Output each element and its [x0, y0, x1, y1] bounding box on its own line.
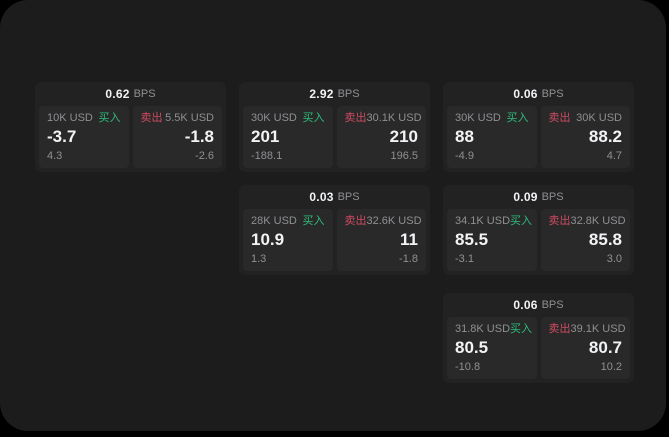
- sell-amount: 39.1K USD: [570, 323, 626, 335]
- sell-price: 85.8: [588, 230, 622, 249]
- quote-card: 2.92 BPS 30K USD 买入 201 -188.1 卖出 30.1K …: [239, 82, 430, 172]
- spread-unit: BPS: [541, 299, 564, 311]
- buy-price: 85.5: [455, 230, 489, 249]
- spread-header: 0.06 BPS: [443, 82, 634, 106]
- buy-quote-pane[interactable]: 30K USD 买入 201 -188.1: [243, 106, 333, 168]
- buy-quote-pane[interactable]: 28K USD 买入 10.9 1.3: [243, 209, 333, 271]
- sell-price: 210: [389, 127, 418, 146]
- buy-amount: 30K USD: [455, 112, 501, 124]
- sell-amount: 32.8K USD: [570, 215, 626, 227]
- sell-quote-pane[interactable]: 卖出 30.1K USD 210 196.5: [336, 106, 426, 168]
- buy-change: 4.3: [47, 150, 63, 162]
- quote-card: 0.62 BPS 10K USD 买入 -3.7 4.3 卖出 5.5K USD…: [35, 82, 226, 172]
- spread-unit: BPS: [541, 88, 564, 100]
- sell-price: 11: [400, 230, 418, 249]
- quote-card: 0.06 BPS 31.8K USD 买入 80.5 -10.8 卖出 39.1…: [443, 293, 634, 383]
- sell-amount: 32.6K USD: [366, 215, 422, 227]
- spread-header: 0.09 BPS: [443, 185, 634, 209]
- spread-unit: BPS: [541, 191, 564, 203]
- spread-header: 2.92 BPS: [239, 82, 430, 106]
- quote-card: 0.03 BPS 28K USD 买入 10.9 1.3 卖出 32.6K US…: [239, 185, 430, 275]
- buy-amount: 10K USD: [47, 112, 93, 124]
- spread-value: 0.06: [513, 87, 538, 101]
- sell-amount: 30K USD: [576, 112, 622, 124]
- sell-change: 196.5: [390, 150, 418, 162]
- spread-unit: BPS: [133, 88, 156, 100]
- buy-amount: 30K USD: [251, 112, 297, 124]
- buy-quote-pane[interactable]: 30K USD 买入 88 -4.9: [447, 106, 537, 168]
- spread-header: 0.62 BPS: [35, 82, 226, 106]
- spread-value: 0.03: [309, 190, 334, 204]
- buy-side-label: 买入: [302, 112, 325, 124]
- buy-side-label: 买入: [506, 112, 529, 124]
- sell-amount: 30.1K USD: [366, 112, 422, 124]
- sell-side-label: 卖出: [548, 323, 571, 335]
- buy-price: 88: [455, 127, 474, 146]
- spread-value: 0.62: [105, 87, 130, 101]
- buy-price: 201: [251, 127, 280, 146]
- buy-change: -4.9: [455, 150, 474, 162]
- buy-change: -10.8: [455, 361, 481, 373]
- buy-amount: 28K USD: [251, 215, 297, 227]
- sell-change: 10.2: [600, 361, 622, 373]
- buy-amount: 34.1K USD: [455, 215, 511, 227]
- quote-card: 0.09 BPS 34.1K USD 买入 85.5 -3.1 卖出 32.8K…: [443, 185, 634, 275]
- buy-quote-pane[interactable]: 34.1K USD 买入 85.5 -3.1: [447, 209, 537, 271]
- spread-value: 0.09: [513, 190, 538, 204]
- sell-side-label: 卖出: [548, 112, 571, 124]
- sell-price: 80.7: [588, 338, 622, 357]
- sell-change: 3.0: [606, 253, 622, 265]
- sell-quote-pane[interactable]: 卖出 30K USD 88.2 4.7: [540, 106, 630, 168]
- sell-quote-pane[interactable]: 卖出 32.8K USD 85.8 3.0: [540, 209, 630, 271]
- sell-side-label: 卖出: [140, 112, 163, 124]
- sell-side-label: 卖出: [548, 215, 571, 227]
- sell-side-label: 卖出: [344, 215, 367, 227]
- sell-change: 4.7: [606, 150, 622, 162]
- buy-change: -3.1: [455, 253, 474, 265]
- spread-unit: BPS: [337, 88, 360, 100]
- sell-quote-pane[interactable]: 卖出 5.5K USD -1.8 -2.6: [132, 106, 222, 168]
- buy-side-label: 买入: [98, 112, 121, 124]
- spread-unit: BPS: [337, 191, 360, 203]
- sell-side-label: 卖出: [344, 112, 367, 124]
- buy-change: -188.1: [251, 150, 283, 162]
- sell-change: -1.8: [399, 253, 418, 265]
- sell-amount: 5.5K USD: [165, 112, 214, 124]
- buy-side-label: 买入: [302, 215, 325, 227]
- spread-value: 2.92: [309, 87, 334, 101]
- buy-quote-pane[interactable]: 31.8K USD 买入 80.5 -10.8: [447, 317, 537, 379]
- spread-header: 0.03 BPS: [239, 185, 430, 209]
- sell-price: -1.8: [184, 127, 214, 146]
- quote-card: 0.06 BPS 30K USD 买入 88 -4.9 卖出 30K USD 8…: [443, 82, 634, 172]
- buy-quote-pane[interactable]: 10K USD 买入 -3.7 4.3: [39, 106, 129, 168]
- spread-value: 0.06: [513, 298, 538, 312]
- sell-quote-pane[interactable]: 卖出 39.1K USD 80.7 10.2: [540, 317, 630, 379]
- sell-quote-pane[interactable]: 卖出 32.6K USD 11 -1.8: [336, 209, 426, 271]
- buy-price: -3.7: [47, 127, 77, 146]
- sell-price: 88.2: [588, 127, 622, 146]
- buy-change: 1.3: [251, 253, 267, 265]
- buy-price: 10.9: [251, 230, 285, 249]
- buy-price: 80.5: [455, 338, 489, 357]
- buy-side-label: 买入: [510, 323, 533, 335]
- spread-header: 0.06 BPS: [443, 293, 634, 317]
- sell-change: -2.6: [195, 150, 214, 162]
- buy-side-label: 买入: [510, 215, 533, 227]
- buy-amount: 31.8K USD: [455, 323, 511, 335]
